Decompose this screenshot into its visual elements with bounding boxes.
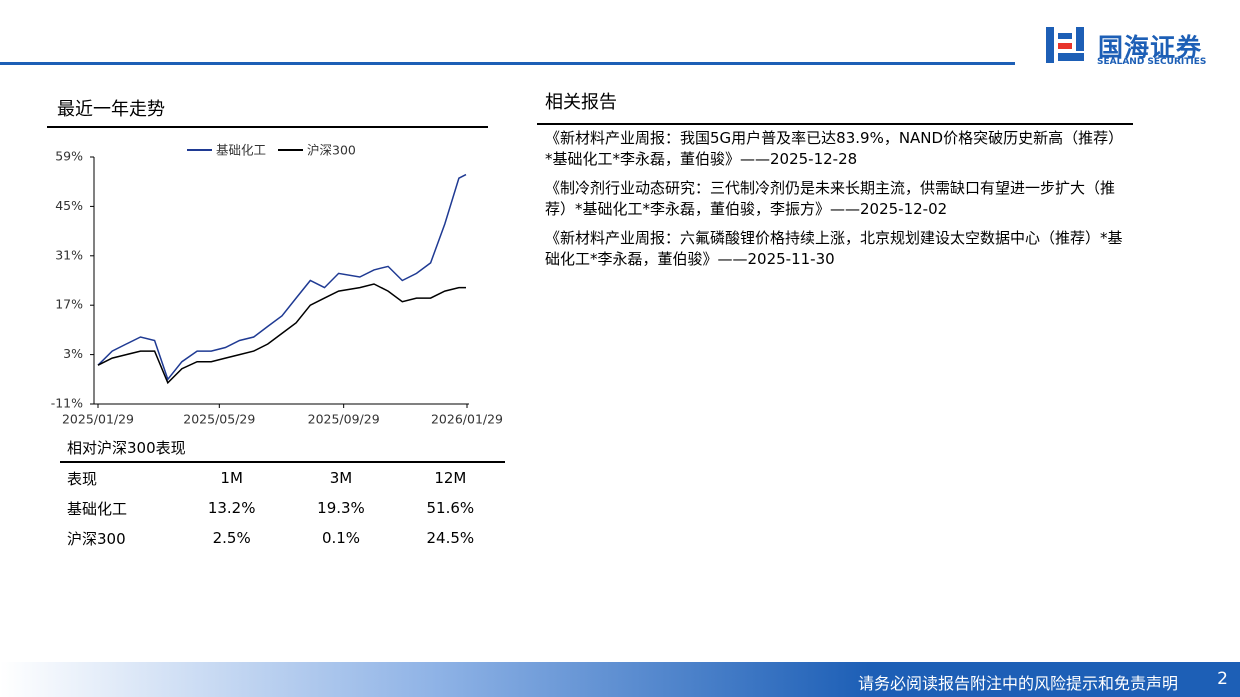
disclaimer: 请务必阅读报告附注中的风险提示和免责声明 (857, 674, 1178, 693)
report-item[interactable]: 《制冷剂行业动态研究：三代制冷剂仍是未来长期主流，供需缺口有望进一步扩大（推荐）… (545, 179, 1116, 218)
chart: -11% 3% 17% 31% 45% 59% 2025/01/29 2025/05/29 20… (51, 143, 503, 427)
legend-label: 沪深300 (307, 143, 356, 158)
cell: 1M (220, 469, 243, 487)
cell: 24.5% (426, 529, 475, 547)
cell: 沪深300 (67, 529, 126, 548)
title-rule (47, 126, 488, 128)
page-number: 2 (1217, 669, 1228, 689)
table-rule (60, 461, 505, 463)
x-tick-label: 2026/01/29 (431, 412, 503, 427)
logo-icon (1046, 27, 1084, 63)
report-item[interactable]: 《新材料产业周报：六氟磷酸锂价格持续上涨，北京规划建设太空数据中心（推荐）*基础… (545, 229, 1123, 268)
cell: 13.2% (207, 499, 256, 517)
cell: 0.1% (321, 529, 361, 547)
table-row: 沪深300 2.5% 0.1% 24.5% (60, 523, 505, 553)
footer-bar (0, 662, 1240, 697)
y-tick-label: 31% (55, 247, 83, 262)
logo-subtext: SEALAND SECURITIES (1097, 57, 1207, 67)
report-item[interactable]: 《新材料产业周报：我国5G用户普及率已达83.9%，NAND价格突破历史新高（推… (545, 129, 1124, 168)
series-line (97, 173, 467, 381)
y-tick-label: 45% (55, 198, 83, 213)
y-tick-label: 3% (63, 346, 83, 361)
table-row: 基础化工 13.2% 19.3% 51.6% (60, 493, 505, 523)
y-tick-label: -11% (51, 396, 83, 411)
report-list: 《新材料产业周报：我国5G用户普及率已达83.9%，NAND价格突破历史新高（推… (545, 128, 1125, 278)
header-rule (0, 62, 1015, 65)
section-rule (537, 123, 1133, 125)
cell: 51.6% (426, 499, 475, 517)
section-title: 相关报告 (545, 92, 617, 113)
y-tick-label: 17% (55, 297, 83, 312)
table-header: 表现 1M 3M 12M (60, 463, 505, 493)
performance-table: 表现 1M 3M 12M 基础化工 13.2% 19.3% 51.6% 沪深300 2.5% 0… (60, 463, 505, 553)
cell: 19.3% (317, 499, 365, 517)
cell: 3M (329, 469, 353, 487)
y-tick-label: 59% (55, 149, 83, 164)
x-tick-label: 2025/01/29 (62, 412, 134, 427)
table-title: 相对沪深300表现 (67, 439, 186, 457)
cell: 2.5% (212, 529, 251, 547)
x-tick-label: 2025/05/29 (183, 412, 255, 427)
logo-text: 国海证券 (1098, 33, 1203, 62)
cell: 12M (434, 469, 467, 487)
chart-title: 最近一年走势 (57, 99, 165, 120)
x-tick-label: 2025/09/29 (308, 412, 380, 427)
series-line (97, 283, 466, 385)
cell: 基础化工 (67, 499, 128, 518)
cell: 表现 (67, 469, 98, 488)
legend-label: 基础化工 (216, 143, 266, 158)
